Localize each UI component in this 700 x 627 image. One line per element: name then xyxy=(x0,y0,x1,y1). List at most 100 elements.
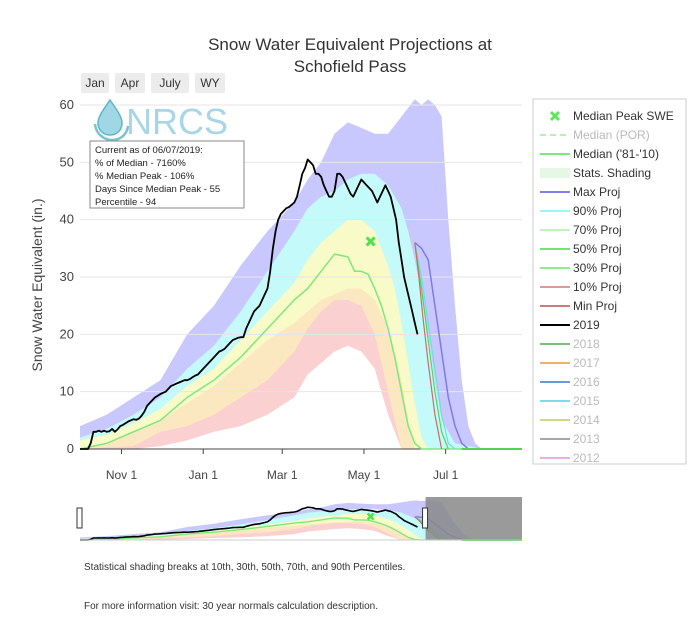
legend-label[interactable]: Median ('81-'10) xyxy=(573,147,659,161)
x-tick-label: May 1 xyxy=(348,468,381,482)
legend-item[interactable]: 2017 xyxy=(540,356,600,370)
range-button-bg[interactable] xyxy=(195,73,225,93)
y-tick-label: 60 xyxy=(60,97,74,112)
legend-label[interactable]: Stats. Shading xyxy=(573,166,651,180)
range-button-bg[interactable] xyxy=(115,73,145,93)
navigator-series xyxy=(79,517,522,541)
info-box-line: Days Since Median Peak - 55 xyxy=(95,184,220,195)
nrcs-logo: NRCS xyxy=(93,98,228,142)
navigator-right-handle[interactable] xyxy=(422,507,429,529)
legend: Median Peak SWE Median (POR) Median ('81-'… xyxy=(532,98,687,465)
legend-label[interactable]: 2012 xyxy=(573,451,600,465)
median-peak-marker-stroke xyxy=(365,236,376,247)
legend-label[interactable]: Median (POR) xyxy=(573,128,650,142)
info-box: Current as of 06/07/2019: % of Median - 7… xyxy=(89,140,245,209)
range-button-label[interactable]: WY xyxy=(200,76,219,90)
legend-item[interactable]: Median Peak SWE xyxy=(549,109,674,123)
navigator-peak-marker xyxy=(366,512,375,521)
range-navigator[interactable] xyxy=(76,497,522,541)
legend-label[interactable]: 2013 xyxy=(573,432,600,446)
y-tick-label: 30 xyxy=(60,269,74,284)
y-tick-label: 20 xyxy=(60,326,74,341)
legend-label[interactable]: 50% Proj xyxy=(573,242,622,256)
range-button-wy[interactable]: WY xyxy=(195,73,225,93)
info-box-line: % Median Peak - 106% xyxy=(95,171,195,182)
legend-item[interactable]: 2016 xyxy=(540,375,600,389)
series-lines xyxy=(79,158,522,450)
legend-label[interactable]: 30% Proj xyxy=(573,261,622,275)
legend-marker-icon xyxy=(549,110,561,122)
range-button-label[interactable]: Jan xyxy=(85,76,104,90)
x-tick-label: Nov 1 xyxy=(106,468,138,482)
legend-label[interactable]: 2017 xyxy=(573,356,600,370)
plot-area xyxy=(79,99,522,450)
band-p10 xyxy=(80,299,522,449)
legend-item[interactable]: 2014 xyxy=(540,413,600,427)
range-button-bg[interactable] xyxy=(151,73,189,93)
legend-label[interactable]: Min Proj xyxy=(573,299,617,313)
legend-label[interactable]: Median Peak SWE xyxy=(573,109,674,123)
range-button-bg[interactable] xyxy=(81,73,109,93)
legend-label[interactable]: Max Proj xyxy=(573,185,620,199)
legend-item[interactable]: 10% Proj xyxy=(540,280,622,294)
legend-item[interactable]: 2018 xyxy=(540,337,600,351)
chart-title-line1: Snow Water Equivalent Projections at xyxy=(208,35,492,54)
legend-label[interactable]: 2014 xyxy=(573,413,600,427)
range-button-july[interactable]: July xyxy=(151,73,189,93)
range-button-label[interactable]: July xyxy=(159,76,180,90)
y-axis-label: Snow Water Equivalent (in.) xyxy=(29,199,45,372)
x-tick-label: Jul 1 xyxy=(433,468,459,482)
legend-label[interactable]: 2018 xyxy=(573,337,600,351)
band-lower_white xyxy=(80,345,522,449)
info-box-line: Percentile - 94 xyxy=(95,197,156,208)
legend-label[interactable]: 90% Proj xyxy=(573,204,622,218)
x-tick-label: Mar 1 xyxy=(267,468,298,482)
legend-item[interactable]: 70% Proj xyxy=(540,223,622,237)
legend-item[interactable]: 2019 xyxy=(540,318,600,332)
legend-label[interactable]: 10% Proj xyxy=(573,280,622,294)
y-tick-label: 50 xyxy=(60,154,74,169)
legend-item[interactable]: Median ('81-'10) xyxy=(540,147,659,161)
legend-item[interactable]: Min Proj xyxy=(540,299,617,313)
water-drop-icon xyxy=(93,98,130,142)
y-tick-label: 0 xyxy=(67,441,74,456)
legend-item[interactable]: 90% Proj xyxy=(540,204,622,218)
median-peak-marker xyxy=(365,236,376,247)
legend-label[interactable]: 70% Proj xyxy=(573,223,622,237)
y-axis: 0 10 20 30 40 50 60 xyxy=(60,97,74,456)
range-button-apr[interactable]: Apr xyxy=(115,73,145,93)
legend-item[interactable]: Median (POR) xyxy=(540,128,650,142)
chart-title-line2: Schofield Pass xyxy=(294,57,406,76)
legend-item[interactable]: Max Proj xyxy=(540,185,620,199)
navigator-left-handle[interactable] xyxy=(76,507,83,529)
navigator-band-p10 xyxy=(80,523,522,540)
legend-item[interactable]: 2012 xyxy=(540,451,600,465)
markers xyxy=(365,236,376,247)
x-axis: Nov 1 Jan 1 Mar 1 May 1 Jul 1 xyxy=(106,449,459,482)
range-button-jan[interactable]: Jan xyxy=(81,73,109,93)
info-box-line: Current as of 06/07/2019: xyxy=(95,145,203,156)
legend-label[interactable]: 2019 xyxy=(573,318,600,332)
legend-label[interactable]: 2015 xyxy=(573,394,600,408)
series-90-proj xyxy=(414,242,456,450)
legend-item[interactable]: 50% Proj xyxy=(540,242,622,256)
legend-item[interactable]: 30% Proj xyxy=(540,261,622,275)
series-max-proj xyxy=(414,242,469,450)
legend-item[interactable]: Stats. Shading xyxy=(540,166,651,180)
navigator-band-lower_white xyxy=(80,528,522,540)
legend-label[interactable]: 2016 xyxy=(573,375,600,389)
info-note: For more information visit: 30 year norm… xyxy=(84,601,379,612)
info-box-line: % of Median - 7160% xyxy=(95,158,186,169)
range-button-group: Jan Apr July WY xyxy=(81,73,225,93)
shading-note: Statistical shading breaks at 10th, 30th… xyxy=(84,562,406,573)
navigator-series xyxy=(80,506,418,541)
legend-item[interactable]: 2013 xyxy=(540,432,600,446)
legend-swatch xyxy=(540,168,570,178)
navigator-mask xyxy=(425,497,522,540)
series-median-81-10 xyxy=(79,253,522,450)
range-button-label[interactable]: Apr xyxy=(121,76,140,90)
legend-item[interactable]: 2015 xyxy=(540,394,600,408)
x-tick-label: Jan 1 xyxy=(189,468,219,482)
